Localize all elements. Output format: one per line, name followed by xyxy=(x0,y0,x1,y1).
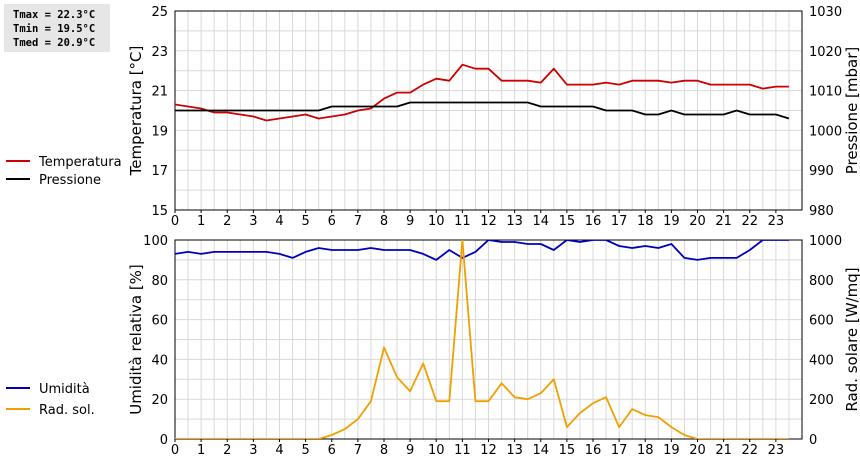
y-tick-label: 19 xyxy=(151,124,168,139)
x-tick-label: 14 xyxy=(532,443,549,458)
x-tick-label: 13 xyxy=(506,214,523,229)
x-tick-label: 14 xyxy=(532,214,549,229)
series-line-3 xyxy=(175,240,789,439)
series-line-1 xyxy=(175,101,790,120)
x-tick-label: 19 xyxy=(663,214,680,229)
x-tick-label: 7 xyxy=(354,214,362,229)
y-tick-label: 17 xyxy=(151,164,168,179)
y2-tick-label: 200 xyxy=(809,393,834,408)
x-tick-label: 4 xyxy=(275,443,283,458)
y-tick-label: 20 xyxy=(151,393,168,408)
y2-tick-label: 980 xyxy=(809,204,834,219)
y2-tick-label: 1000 xyxy=(809,124,842,139)
x-tick-label: 2 xyxy=(223,443,231,458)
stat-tmax: Tmax = 22.3°C xyxy=(13,9,96,21)
x-tick-label: 15 xyxy=(559,443,576,458)
x-tick-label: 0 xyxy=(171,443,179,458)
x-tick-label: 2 xyxy=(223,214,231,229)
x-tick-label: 18 xyxy=(637,443,654,458)
legend-label: Umidità xyxy=(39,382,90,397)
y2-tick-label: 1030 xyxy=(809,5,842,20)
x-tick-label: 13 xyxy=(506,443,523,458)
x-tick-label: 16 xyxy=(585,443,602,458)
y2-tick-label: 1010 xyxy=(809,85,842,100)
x-tick-label: 5 xyxy=(301,214,309,229)
x-tick-label: 3 xyxy=(249,214,257,229)
humidity-radiation-chart: 0 1 2 3 4 5 6 7 8 9 10 11 12 13 14 15 16 17 18 19 20 21 22 2302… xyxy=(6,234,860,458)
y-tick-label: 15 xyxy=(151,204,168,219)
y2-tick-label: 600 xyxy=(809,314,834,329)
y-axis-title: Umidità relativa [%] xyxy=(127,264,145,415)
x-tick-label: 18 xyxy=(637,214,654,229)
x-tick-label: 10 xyxy=(428,214,445,229)
y2-tick-label: 1020 xyxy=(809,45,842,60)
x-tick-label: 6 xyxy=(328,214,336,229)
y-tick-label: 60 xyxy=(151,314,168,329)
y-tick-label: 21 xyxy=(151,85,168,100)
x-tick-label: 9 xyxy=(406,443,414,458)
legend-label: Temperatura xyxy=(38,155,122,170)
x-tick-label: 8 xyxy=(380,443,388,458)
y-tick-label: 80 xyxy=(151,274,168,289)
y-tick-label: 40 xyxy=(151,353,168,368)
x-tick-label: 1 xyxy=(197,443,205,458)
x-tick-label: 21 xyxy=(715,443,732,458)
y2-tick-label: 400 xyxy=(809,353,834,368)
x-tick-label: 22 xyxy=(741,214,758,229)
stat-tmed: Tmed = 20.9°C xyxy=(13,37,96,49)
stats-box: Tmax = 22.3°C Tmin = 19.5°C Tmed = 20.9°… xyxy=(4,4,110,52)
temperature-pressure-chart: 0 1 2 3 4 5 6 7 8 9 10 11 12 13 14 15 16 17 18 19 20 21 22 2315… xyxy=(6,5,860,229)
x-tick-label: 20 xyxy=(689,443,706,458)
x-tick-label: 21 xyxy=(715,214,732,229)
legend-label: Pressione xyxy=(39,173,101,188)
y-axis-title: Temperatura [°C] xyxy=(127,46,145,177)
y2-tick-label: 990 xyxy=(809,164,834,179)
x-tick-label: 23 xyxy=(768,443,785,458)
x-tick-label: 11 xyxy=(454,443,471,458)
x-tick-label: 17 xyxy=(611,443,628,458)
stat-tmin: Tmin = 19.5°C xyxy=(13,23,96,35)
x-tick-label: 0 xyxy=(171,214,179,229)
x-tick-label: 20 xyxy=(689,214,706,229)
y-tick-label: 25 xyxy=(151,5,168,20)
x-tick-label: 7 xyxy=(354,443,362,458)
y2-tick-label: 1000 xyxy=(809,234,842,249)
x-tick-label: 22 xyxy=(741,443,758,458)
x-tick-label: 9 xyxy=(406,214,414,229)
x-tick-label: 16 xyxy=(585,214,602,229)
series-line-2 xyxy=(175,240,789,261)
x-tick-label: 10 xyxy=(428,443,445,458)
y2-axis-title: Pressione [mbar] xyxy=(843,47,860,175)
x-tick-label: 6 xyxy=(328,443,336,458)
x-tick-label: 11 xyxy=(454,214,471,229)
x-tick-label: 23 xyxy=(768,214,785,229)
y2-axis-title: Rad. solare [W/mq] xyxy=(843,267,860,411)
y-tick-label: 100 xyxy=(143,234,168,249)
series-line-0 xyxy=(175,63,789,122)
x-tick-label: 19 xyxy=(663,443,680,458)
x-tick-label: 4 xyxy=(275,214,283,229)
y-tick-label: 23 xyxy=(151,45,168,60)
x-tick-label: 12 xyxy=(480,214,497,229)
y2-tick-label: 0 xyxy=(809,433,817,448)
x-tick-label: 12 xyxy=(480,443,497,458)
x-tick-label: 8 xyxy=(380,214,388,229)
y-tick-label: 0 xyxy=(160,433,168,448)
y2-tick-label: 800 xyxy=(809,274,834,289)
x-tick-label: 15 xyxy=(559,214,576,229)
x-tick-label: 17 xyxy=(611,214,628,229)
x-tick-label: 3 xyxy=(249,443,257,458)
x-tick-label: 1 xyxy=(197,214,205,229)
legend-label: Rad. sol. xyxy=(39,403,95,418)
x-tick-label: 5 xyxy=(301,443,309,458)
